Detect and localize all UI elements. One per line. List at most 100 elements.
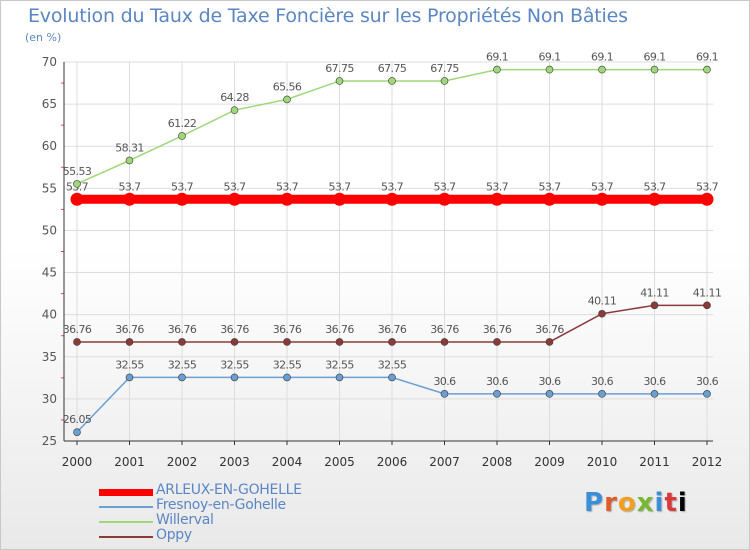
y-tick-label: 25 (42, 434, 57, 448)
data-label: 64.28 (220, 91, 249, 104)
data-label: 36.76 (115, 323, 144, 336)
data-label: 53.7 (381, 180, 404, 193)
data-label: 69.1 (643, 51, 665, 64)
series-point (178, 373, 186, 382)
series-point (650, 301, 659, 310)
data-label: 36.76 (378, 323, 407, 336)
x-tick-label: 2002 (167, 455, 198, 469)
data-label: 53.7 (696, 180, 719, 193)
data-label: 67.75 (430, 62, 459, 75)
data-label: 36.76 (168, 323, 197, 336)
legend-swatch (99, 488, 153, 496)
series-point (438, 192, 451, 206)
x-tick-label: 2007 (429, 455, 460, 469)
series-point (493, 390, 501, 398)
data-label: 36.76 (273, 323, 302, 336)
x-tick-label: 2009 (534, 455, 565, 469)
legend-label: ARLEUX-EN-GOHELLE (156, 482, 302, 498)
series-point (493, 338, 501, 346)
data-label: 53.7 (171, 180, 194, 193)
series-point (703, 301, 711, 310)
series-point (385, 192, 399, 206)
data-label: 30.6 (591, 375, 614, 388)
series-point (388, 373, 396, 382)
data-label: 65.56 (273, 80, 302, 93)
data-label: 32.55 (378, 358, 407, 371)
series-point (388, 77, 396, 85)
data-label: 67.75 (378, 62, 407, 75)
data-label: 53.7 (276, 180, 299, 193)
series-point (230, 338, 239, 346)
data-label: 30.6 (486, 375, 509, 388)
series-point (700, 192, 714, 206)
data-label: 58.31 (115, 141, 144, 154)
data-label: 40.11 (588, 295, 617, 308)
series-point (650, 65, 659, 74)
series-point (388, 338, 396, 346)
x-tick-label: 2003 (219, 455, 250, 469)
series-point (70, 192, 84, 206)
data-label: 32.55 (168, 358, 197, 371)
series-point (125, 373, 134, 382)
data-label: 53.7 (223, 180, 246, 193)
series-point (280, 192, 294, 206)
data-label: 30.6 (696, 375, 719, 388)
series-point (545, 65, 554, 74)
data-label: 30.6 (433, 375, 456, 388)
x-tick-label: 2011 (639, 455, 670, 469)
y-tick-label: 50 (42, 223, 57, 237)
series-point (230, 373, 239, 382)
series-point (545, 338, 554, 346)
data-label: 69.1 (591, 51, 613, 64)
data-label: 69.1 (696, 51, 718, 64)
x-tick-label: 2008 (482, 455, 513, 469)
series-point (598, 65, 606, 74)
data-label: 67.75 (325, 62, 354, 75)
legend-label: Willerval (156, 512, 214, 528)
data-label: 41.11 (693, 286, 722, 299)
series-point (493, 65, 501, 74)
series-point (490, 192, 504, 206)
data-label: 36.76 (63, 323, 92, 336)
y-tick-label: 30 (42, 392, 57, 406)
data-label: 32.55 (220, 358, 249, 371)
series-point (73, 180, 81, 188)
data-label: 36.76 (535, 323, 564, 336)
series-point (595, 192, 609, 206)
series-point (598, 390, 606, 398)
series-point (175, 192, 189, 206)
series-point (73, 428, 81, 436)
legend-label: Fresnoy-en-Gohelle (156, 497, 286, 513)
y-tick-label: 35 (42, 350, 57, 364)
data-label: 41.11 (640, 286, 669, 299)
y-tick-label: 70 (42, 55, 57, 69)
y-tick-label: 55 (42, 181, 57, 195)
series-point (123, 192, 136, 206)
x-tick-label: 2001 (114, 455, 145, 469)
series-point (283, 338, 291, 346)
series-point (178, 132, 186, 140)
series-point (230, 106, 239, 114)
data-label: 30.6 (643, 375, 666, 388)
data-label: 61.22 (168, 117, 197, 130)
x-tick-label: 2004 (272, 455, 303, 469)
data-label: 32.55 (273, 358, 302, 371)
series-point (440, 338, 449, 346)
y-tick-label: 45 (42, 266, 57, 280)
data-label: 53.7 (591, 180, 614, 193)
y-tick-label: 65 (42, 97, 57, 111)
legend-swatch (99, 506, 153, 508)
y-axis-unit: (en %) (25, 31, 62, 44)
series-point (543, 192, 556, 206)
data-label: 69.1 (538, 51, 560, 64)
series-point (125, 338, 134, 346)
series-point (283, 95, 291, 104)
chart-title: Evolution du Taux de Taxe Foncière sur l… (28, 5, 628, 27)
y-tick-label: 40 (42, 308, 57, 322)
x-tick-label: 2012 (692, 455, 723, 469)
data-label: 53.7 (118, 180, 141, 193)
data-label: 53.7 (643, 180, 666, 193)
data-label: 36.76 (483, 323, 512, 336)
series-point (228, 192, 241, 206)
data-label: 69.1 (486, 51, 508, 64)
